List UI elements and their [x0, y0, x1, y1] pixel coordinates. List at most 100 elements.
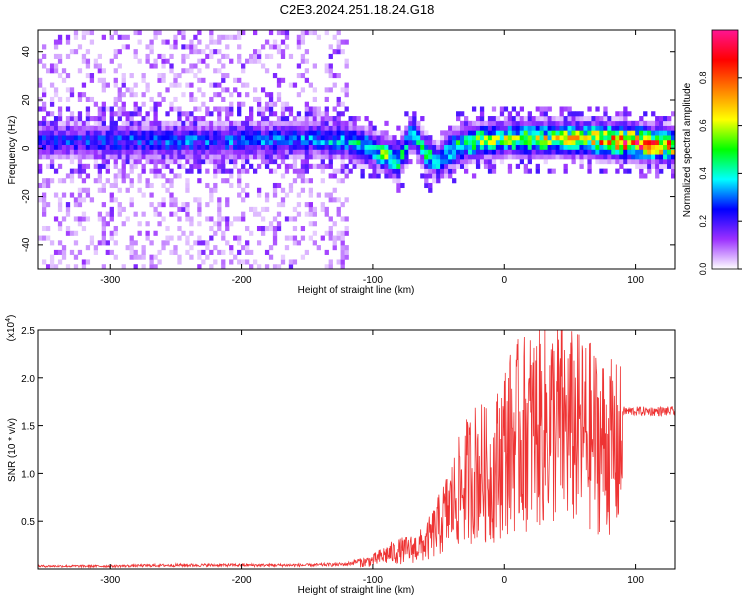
heatmap-cell — [288, 149, 294, 155]
heatmap-cell — [595, 116, 600, 122]
heatmap-cell — [603, 139, 608, 146]
heatmap-cell — [205, 44, 210, 50]
heatmap-cell — [288, 135, 294, 141]
heatmap-cell — [603, 111, 608, 117]
heatmap-cell — [559, 144, 564, 150]
heatmap-cell — [181, 135, 186, 141]
heatmap-cell — [225, 168, 230, 174]
heatmap-cell — [543, 149, 548, 155]
heatmap-cell — [256, 139, 262, 146]
heatmap-cell — [260, 87, 266, 93]
heatmap-cell — [133, 130, 138, 136]
heatmap-cell — [515, 125, 521, 131]
y-tick-label: 0 — [21, 145, 32, 151]
heatmap-cell — [523, 154, 528, 160]
heatmap-cell — [280, 254, 286, 260]
heatmap-cell — [503, 149, 509, 155]
heatmap-cell — [463, 116, 469, 122]
heatmap-cell — [141, 254, 146, 260]
heatmap-cell — [181, 111, 186, 117]
heatmap-cell — [252, 168, 258, 174]
heatmap-cell — [145, 159, 150, 165]
heatmap-cell — [268, 159, 274, 165]
heatmap-cell — [41, 178, 47, 184]
heatmap-cell — [511, 106, 517, 112]
heatmap-cell — [153, 101, 158, 107]
heatmap-cell — [252, 120, 258, 126]
heatmap-cell — [145, 154, 150, 160]
heatmap-cell — [149, 49, 154, 55]
heatmap-cell — [372, 159, 377, 165]
heatmap-cell — [671, 135, 676, 141]
heatmap-cell — [81, 187, 87, 193]
heatmap-cell — [89, 30, 95, 36]
snr-series-line — [37, 329, 676, 569]
heatmap-cell — [428, 139, 433, 146]
heatmap-cell — [213, 68, 218, 74]
heatmap-cell — [388, 173, 393, 179]
heatmap-cell — [101, 34, 106, 40]
heatmap-cell — [109, 249, 114, 255]
heatmap-cell — [105, 106, 110, 112]
heatmap-cell — [571, 154, 576, 160]
heatmap-cell — [161, 73, 166, 79]
heatmap-cell — [408, 149, 413, 155]
heatmap-cell — [555, 135, 560, 141]
heatmap-cell — [157, 101, 162, 107]
heatmap-cell — [121, 221, 126, 227]
heatmap-cell — [38, 125, 43, 131]
heatmap-cell — [101, 130, 106, 136]
heatmap-cell — [225, 221, 230, 227]
heatmap-cell — [643, 130, 648, 136]
heatmap-cell — [49, 68, 55, 74]
heatmap-cell — [260, 125, 266, 131]
heatmap-cell — [133, 106, 138, 112]
heatmap-cell — [280, 259, 286, 265]
heatmap-cell — [97, 173, 102, 179]
heatmap-cell — [209, 216, 214, 222]
heatmap-cell — [499, 111, 505, 117]
heatmap-cell — [105, 125, 110, 131]
heatmap-cell — [205, 240, 210, 246]
heatmap-cell — [615, 135, 620, 141]
heatmap-cell — [483, 144, 489, 150]
heatmap-cell — [77, 68, 83, 74]
heatmap-cell — [113, 96, 118, 102]
heatmap-cell — [77, 173, 83, 179]
heatmap-cell — [69, 192, 75, 198]
heatmap-cell — [197, 116, 202, 122]
heatmap-cell — [639, 120, 644, 126]
heatmap-cell — [133, 111, 138, 117]
heatmap-cell — [639, 144, 644, 150]
heatmap-cell — [49, 101, 55, 107]
heatmap-cell — [667, 139, 672, 146]
heatmap-cell — [312, 120, 317, 126]
heatmap-cell — [145, 116, 150, 122]
heatmap-cell — [225, 53, 230, 59]
heatmap-cell — [607, 149, 612, 155]
heatmap-cell — [77, 139, 83, 146]
heatmap-cell — [328, 154, 333, 160]
heatmap-cell — [479, 106, 485, 112]
heatmap-cell — [280, 53, 286, 59]
heatmap-cell — [607, 135, 612, 141]
heatmap-cell — [328, 216, 333, 222]
heatmap-cell — [85, 96, 91, 102]
heatmap-cell — [268, 221, 274, 227]
heatmap-cell — [49, 111, 55, 117]
heatmap-cell — [113, 130, 118, 136]
heatmap-cell — [300, 225, 306, 232]
heatmap-cell — [511, 120, 517, 126]
heatmap-cell — [241, 149, 246, 155]
heatmap-cell — [424, 139, 429, 146]
heatmap-cell — [316, 106, 321, 112]
x-tick-label: -300 — [100, 575, 120, 586]
heatmap-cell — [312, 63, 317, 69]
heatmap-cell — [388, 163, 393, 169]
heatmap-cell — [129, 125, 134, 131]
heatmap-cell — [416, 125, 421, 131]
heatmap-cell — [591, 144, 596, 150]
heatmap-cell — [352, 130, 357, 136]
heatmap-cell — [217, 216, 222, 222]
heatmap-cell — [249, 53, 254, 59]
